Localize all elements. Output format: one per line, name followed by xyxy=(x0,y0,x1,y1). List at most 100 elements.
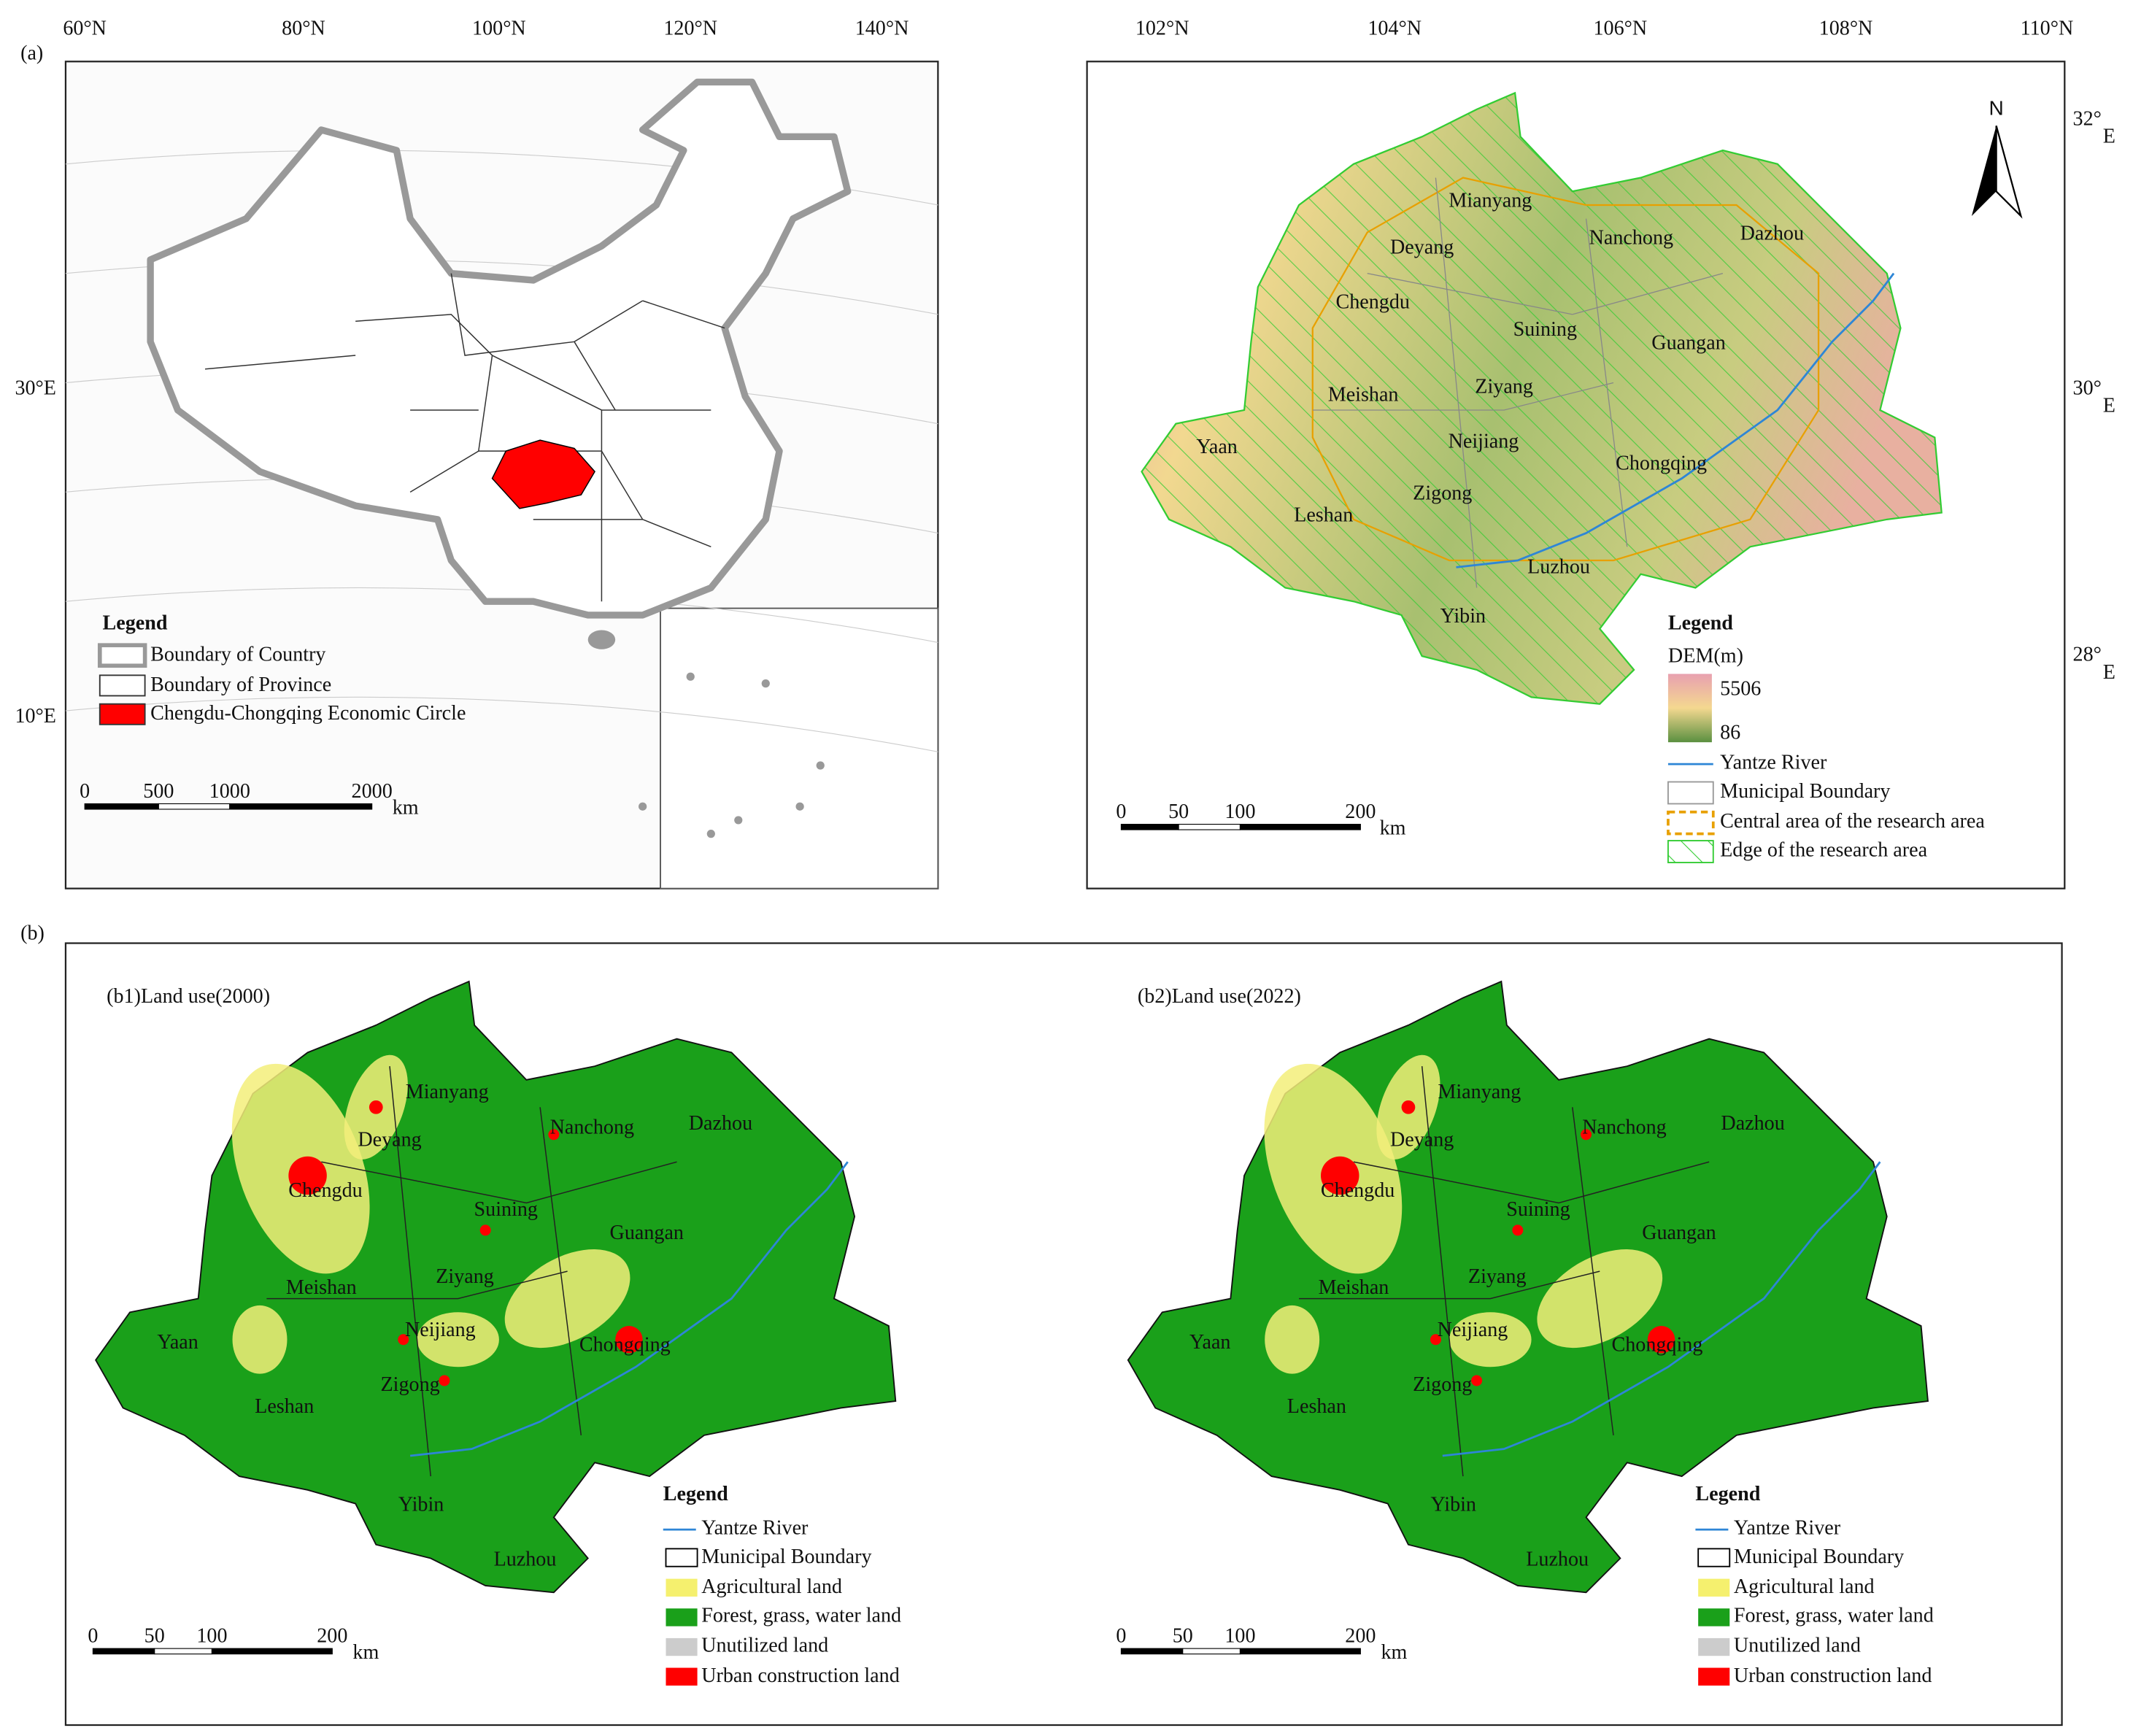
urban-land xyxy=(615,1326,643,1354)
legend-item: Forest, grass, water land xyxy=(701,1604,901,1627)
agricultural-land xyxy=(1265,1305,1320,1374)
scale-segment xyxy=(1239,1648,1361,1655)
city-label: Meishan xyxy=(1319,1276,1389,1299)
lat-tick-label: 30° xyxy=(2073,377,2102,399)
city-label: Deyang xyxy=(1390,236,1454,258)
city-label: Guangan xyxy=(1642,1222,1716,1244)
city-label: Meishan xyxy=(286,1276,357,1299)
lon-tick-label: 140°N xyxy=(855,18,909,40)
scale-label: 0 xyxy=(1116,801,1126,823)
central-area xyxy=(1311,177,1820,562)
city-label: Mianyang xyxy=(1449,190,1532,212)
island xyxy=(639,802,647,811)
urban-land xyxy=(1321,1156,1359,1195)
lon-tick-label: 120°N xyxy=(663,18,717,40)
city-label: Dazhou xyxy=(1721,1112,1784,1135)
city-label: Ziyang xyxy=(436,1265,494,1288)
dem-ramp xyxy=(1667,674,1712,743)
map-title: (b2)Land use(2022) xyxy=(1138,985,1301,1008)
legend-item: Municipal Boundary xyxy=(1720,780,1890,803)
city-label: Ziyang xyxy=(1468,1265,1527,1288)
city-label: Meishan xyxy=(1328,384,1399,406)
scale-unit: km xyxy=(1381,1641,1407,1664)
city-label: Chengdu xyxy=(1335,290,1409,313)
agricultural-land xyxy=(232,1305,288,1374)
city-label: Yaan xyxy=(1189,1331,1230,1354)
urban-land xyxy=(1581,1129,1592,1141)
urban-land xyxy=(439,1375,450,1386)
province-boundary xyxy=(450,273,644,356)
city-label: Mianyang xyxy=(1438,1081,1521,1103)
legend-item: Urban construction land xyxy=(701,1664,900,1687)
lat-tick-label: 28° xyxy=(2073,644,2102,666)
municipal-boundary xyxy=(389,1066,431,1477)
country-boundary xyxy=(147,78,852,619)
city-label: Luzhou xyxy=(1527,556,1590,579)
city-label: Neijiang xyxy=(405,1319,476,1341)
province-boundary xyxy=(642,300,725,329)
lat-tick-label: E xyxy=(2103,395,2115,417)
city-label: Ziyang xyxy=(1475,375,1533,398)
legend-item: Chengdu-Chongqing Economic Circle xyxy=(150,702,466,725)
city-label: Deyang xyxy=(1390,1129,1454,1151)
lat-tick-label: 30°E xyxy=(15,377,56,399)
city-label: Yaan xyxy=(1196,436,1237,458)
lon-tick-label: 108°N xyxy=(1819,18,1873,40)
legend-item: Yantze River xyxy=(1734,1517,1841,1540)
legend-swatch xyxy=(666,1637,698,1656)
city-label: Chongqing xyxy=(1616,452,1707,474)
urban-land xyxy=(1430,1334,1441,1346)
municipal-boundary xyxy=(1367,273,1724,315)
agricultural-land xyxy=(1537,1249,1663,1349)
city-label: Suining xyxy=(474,1198,538,1221)
legend-swatch xyxy=(1667,840,1714,863)
scale-label: 0 xyxy=(80,780,90,803)
city-label: Yibin xyxy=(1440,605,1486,628)
legend-item: 86 xyxy=(1720,721,1740,744)
city-label: Nanchong xyxy=(550,1116,634,1139)
municipal-boundary xyxy=(1353,1161,1710,1204)
legend-item: Unutilized land xyxy=(701,1635,828,1657)
lat-tick-label: E xyxy=(2103,661,2115,684)
scale-segment xyxy=(1239,823,1361,830)
lon-tick-label: 102°N xyxy=(1135,18,1189,40)
scale-segment xyxy=(229,803,373,810)
economic-circle xyxy=(491,439,595,509)
municipal-boundary xyxy=(321,1161,677,1204)
panel-label: (b) xyxy=(20,922,45,945)
scale-segment xyxy=(1120,823,1179,830)
legend-swatch xyxy=(1698,1608,1730,1627)
city-label: Yaan xyxy=(157,1331,198,1354)
lon-tick-label: 60°N xyxy=(63,18,107,40)
legend-item: Boundary of Province xyxy=(150,674,331,696)
municipal-boundary xyxy=(1421,1066,1464,1477)
legend-title: Legend xyxy=(1668,612,1733,635)
scale-label: 100 xyxy=(196,1625,227,1648)
legend-item: Yantze River xyxy=(701,1517,809,1540)
city-label: Zigong xyxy=(1413,482,1472,505)
legend-subtitle: DEM(m) xyxy=(1668,644,1743,667)
island xyxy=(795,802,804,811)
scale-segment xyxy=(154,1648,212,1655)
legend-item: Forest, grass, water land xyxy=(1734,1604,1934,1627)
lon-tick-label: 104°N xyxy=(1368,18,1422,40)
urban-land xyxy=(288,1156,327,1195)
lon-tick-label: 80°N xyxy=(282,18,325,40)
legend-swatch xyxy=(666,1608,698,1627)
yangtze-river xyxy=(1456,272,1895,568)
municipal-boundary xyxy=(1435,177,1478,588)
legend-item: Yantze River xyxy=(1720,752,1827,774)
municipal-boundary xyxy=(1585,218,1628,547)
urban-land xyxy=(1512,1224,1524,1236)
scale-segment xyxy=(92,1648,155,1655)
city-label: Nanchong xyxy=(1582,1116,1666,1139)
city-label: Neijiang xyxy=(1449,430,1519,452)
scale-label: 50 xyxy=(144,1625,165,1648)
scale-unit: km xyxy=(1380,817,1406,840)
province-boundary xyxy=(204,355,356,370)
legend-swatch xyxy=(99,703,146,725)
legend-swatch xyxy=(1667,810,1715,836)
city-label: Leshan xyxy=(255,1395,314,1418)
city-label: Luzhou xyxy=(494,1548,557,1571)
